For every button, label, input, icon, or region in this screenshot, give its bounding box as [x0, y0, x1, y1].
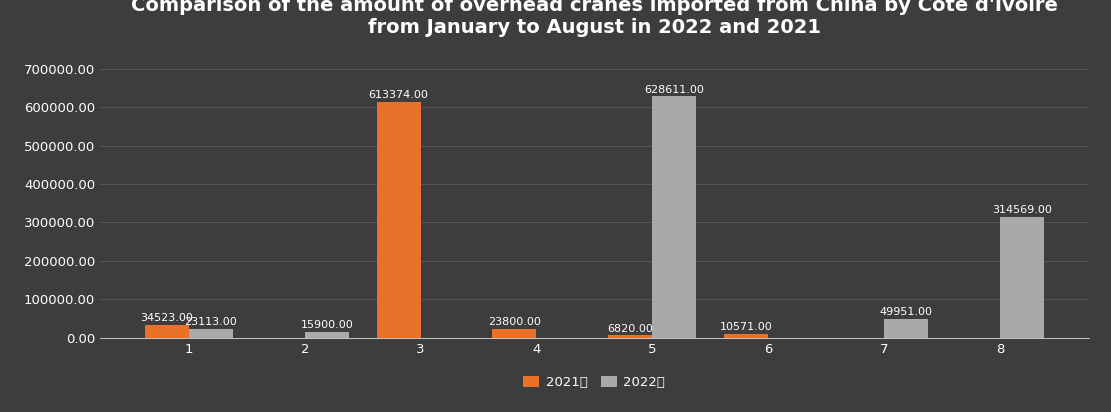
- Text: 23800.00: 23800.00: [488, 317, 541, 327]
- Bar: [609, 335, 652, 338]
- Bar: [304, 332, 349, 338]
- Text: 6820.00: 6820.00: [608, 324, 653, 334]
- Bar: [884, 318, 928, 338]
- Text: 15900.00: 15900.00: [300, 320, 353, 330]
- Title: Comparison of the amount of overhead cranes imported from China by Cote d'Ivoire: Comparison of the amount of overhead cra…: [131, 0, 1058, 37]
- Text: 23113.00: 23113.00: [184, 317, 238, 328]
- Text: 628611.00: 628611.00: [644, 84, 704, 95]
- Legend: 2021年, 2022年: 2021年, 2022年: [518, 371, 671, 395]
- Bar: [377, 102, 421, 338]
- Bar: [492, 329, 537, 338]
- Bar: [652, 96, 697, 338]
- Text: 49951.00: 49951.00: [880, 307, 932, 317]
- Text: 314569.00: 314569.00: [992, 205, 1052, 215]
- Text: 34523.00: 34523.00: [140, 313, 193, 323]
- Bar: [1000, 217, 1044, 338]
- Text: 613374.00: 613374.00: [369, 91, 429, 101]
- Bar: [189, 329, 233, 338]
- Bar: [144, 325, 189, 338]
- Bar: [724, 334, 768, 338]
- Text: 10571.00: 10571.00: [720, 322, 772, 332]
